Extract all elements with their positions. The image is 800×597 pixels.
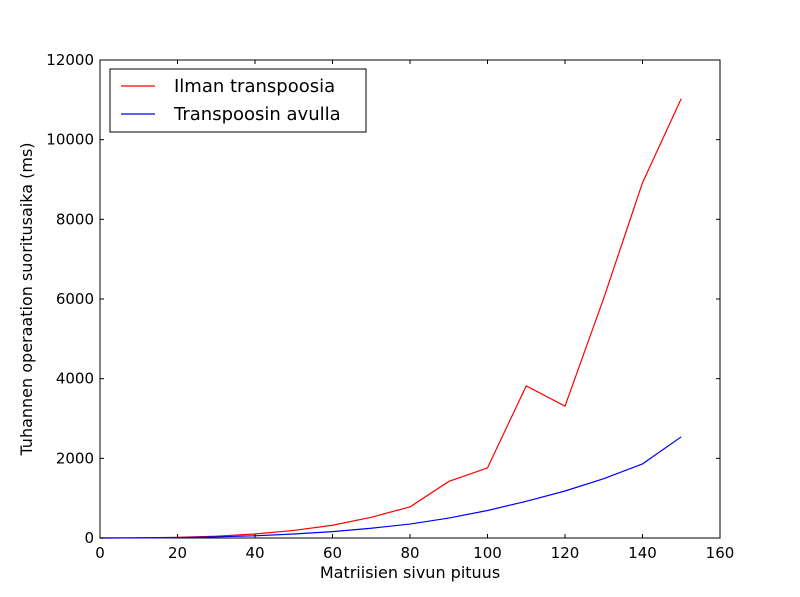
plot-area	[99, 59, 721, 539]
x-tick-label: 60	[323, 544, 342, 562]
series-layer	[99, 98, 682, 539]
tick-labels-layer: 0 20 40 60 80 100 120 140 160 0 2000 4000 6000 8000 10…	[46, 51, 734, 562]
legend-box	[109, 68, 367, 133]
y-tick-label: 6000	[56, 290, 94, 308]
y-axis-label: Tuhannen operaation suoritusaika (ms)	[17, 142, 36, 456]
x-tick-label: 120	[551, 544, 580, 562]
y-tick-label: 4000	[56, 370, 94, 388]
x-tick-label: 40	[245, 544, 264, 562]
x-tick-label: 20	[168, 544, 187, 562]
series-line-1	[99, 436, 682, 539]
ticks-layer	[99, 59, 721, 539]
x-tick-label: 0	[95, 544, 105, 562]
y-tick-label: 0	[84, 529, 94, 547]
y-tick-label: 10000	[46, 131, 94, 149]
y-tick-label: 12000	[46, 51, 94, 69]
legend-label-transpoosin-avulla: Transpoosin avulla	[173, 104, 341, 125]
legend-label-ilman-transpoosia: Ilman transpoosia	[174, 76, 335, 97]
y-tick-label: 8000	[56, 210, 94, 228]
x-tick-label: 160	[706, 544, 735, 562]
x-tick-label: 140	[628, 544, 657, 562]
legend: Ilman transpoosia Transpoosin avulla	[109, 68, 367, 133]
x-axis-label: Matriisien sivun pituus	[320, 563, 500, 582]
y-tick-label: 2000	[56, 449, 94, 467]
x-tick-label: 80	[400, 544, 419, 562]
x-tick-label: 100	[473, 544, 502, 562]
